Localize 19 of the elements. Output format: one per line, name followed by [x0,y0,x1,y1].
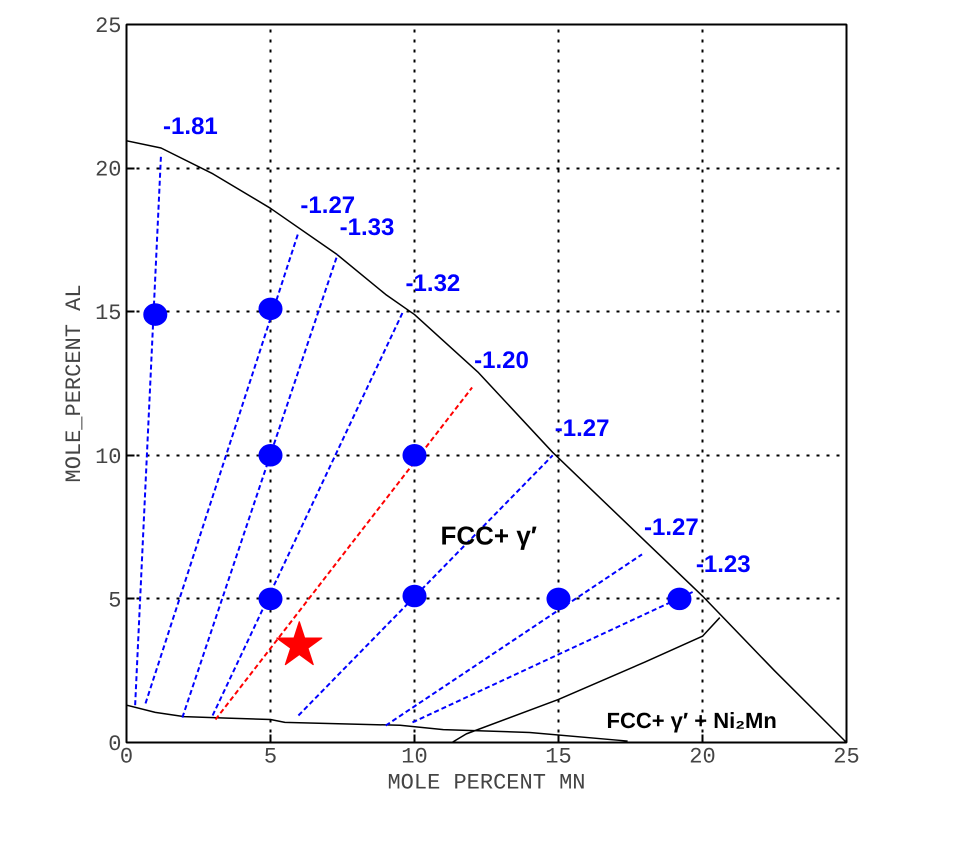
x-tick-label: 15 [545,744,572,770]
x-tick-label: 10 [401,744,428,770]
annotation: FCC+ γ′ [440,520,538,550]
y-tick-label: 25 [95,14,122,39]
x-tick-label: 20 [689,744,716,770]
annotation: -1.27 [644,514,699,541]
annotation: -1.23 [696,550,751,578]
y-tick-label: 20 [95,158,122,183]
annotation: -1.27 [554,414,610,442]
x-tick-label: 5 [264,744,278,770]
annotation: -1.32 [406,270,460,298]
y-tick-label: 15 [95,301,122,326]
annotation: -1.20 [474,347,529,374]
y-axis-title: MOLE_PERCENT AL [62,284,88,483]
x-tick-label: 25 [833,744,860,770]
y-tick-label: 10 [95,444,122,470]
y-tick-label: 5 [108,588,122,614]
x-axis-title: MOLE PERCENT MN [387,770,586,796]
annotation: -1.81 [163,113,218,140]
